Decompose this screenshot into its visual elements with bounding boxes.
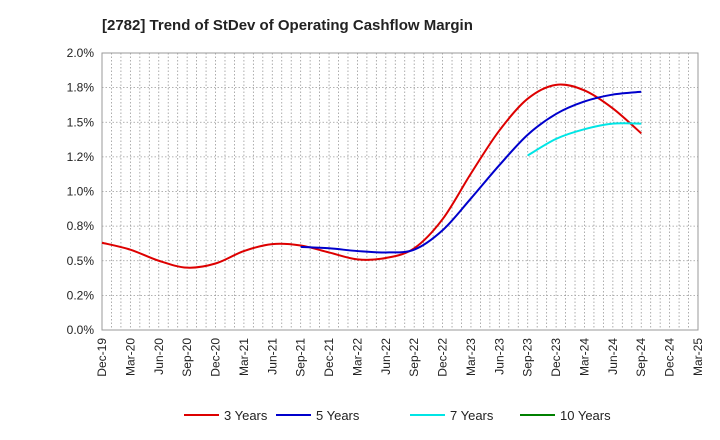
x-tick-label: Sep-21 [294,338,308,377]
x-tick-label: Sep-22 [407,338,421,377]
x-tick-label: Dec-21 [322,338,336,377]
x-tick-label: Dec-19 [95,338,109,377]
legend-label-1: 3 Years [224,408,268,423]
legend-label-4: 10 Years [560,408,611,423]
series-line-3 [527,122,642,157]
series-line-2 [300,90,642,254]
y-tick-label: 1.0% [67,185,95,199]
x-tick-label: Dec-24 [663,338,677,377]
legend-label-2: 5 Years [316,408,360,423]
legend: 3 Years 5 Years 7 Years 10 Years [184,408,611,423]
y-tick-label: 0.8% [67,219,95,233]
x-tick-label: Mar-22 [350,338,364,376]
x-tick-label: Mar-24 [577,338,591,376]
x-tick-label: Dec-22 [436,338,450,377]
y-tick-label: 2.0% [67,46,95,60]
x-tick-label: Jun-24 [606,338,620,375]
series-lines [101,83,642,269]
y-axis: 0.0% 0.2% 0.5% 0.8% 1.0% 1.2% 1.5% 1.8% 2.0% [67,46,95,337]
y-tick-label: 1.2% [67,150,95,164]
x-tick-label: Dec-23 [549,338,563,377]
y-tick-label: 0.5% [67,254,95,268]
chart-title: [2782] Trend of StDev of Operating Cashf… [102,17,473,34]
grid [101,52,699,331]
y-tick-label: 1.8% [67,81,95,95]
series-line-1 [101,83,642,269]
x-tick-label: Jun-22 [379,338,393,375]
x-tick-label: Mar-20 [123,338,137,376]
x-tick-label: Sep-24 [634,338,648,377]
x-tick-label: Sep-23 [521,338,535,377]
x-tick-label: Sep-20 [180,338,194,377]
legend-label-3: 7 Years [450,408,494,423]
x-tick-label: Dec-20 [209,338,223,377]
x-tick-label: Mar-21 [237,338,251,376]
x-tick-label: Jun-21 [265,338,279,375]
x-tick-label: Jun-20 [152,338,166,375]
x-axis: Dec-19 Mar-20 Jun-20 Sep-20 Dec-20 Mar-21 Jun-… [95,338,705,377]
x-tick-label: Mar-23 [464,338,478,376]
y-tick-label: 0.0% [67,323,95,337]
y-tick-label: 1.5% [67,115,95,129]
x-tick-label: Mar-25 [691,338,705,376]
x-tick-label: Jun-23 [492,338,506,375]
y-tick-label: 0.2% [67,288,95,302]
